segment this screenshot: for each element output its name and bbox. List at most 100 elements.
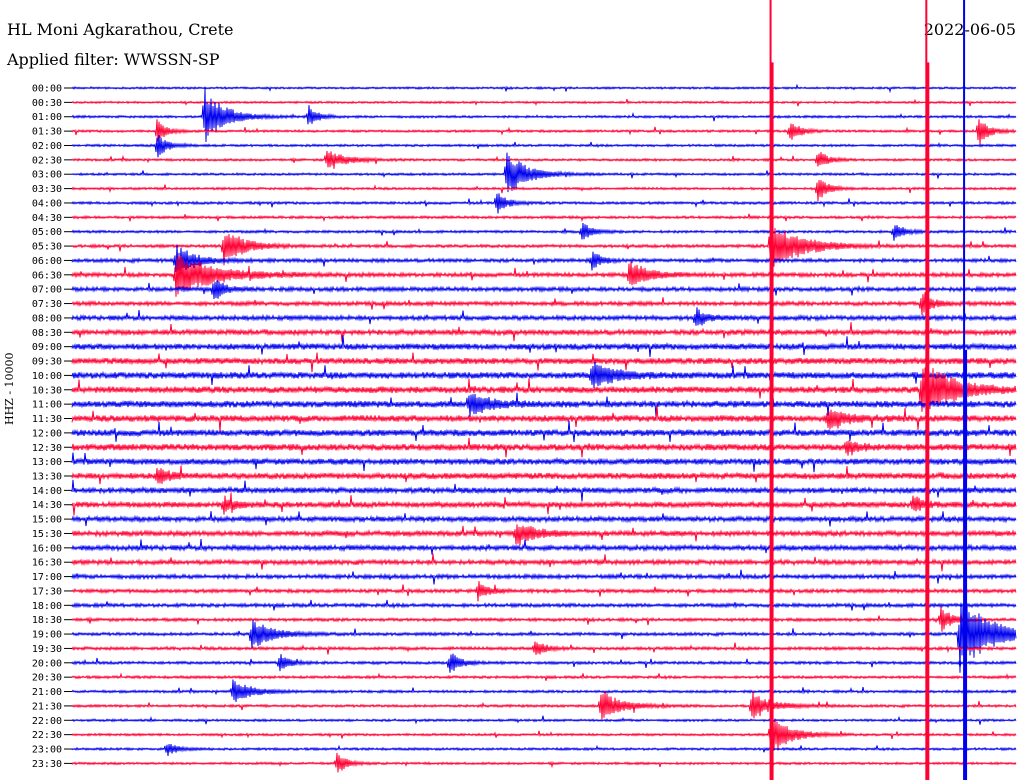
trace-line xyxy=(71,254,1017,297)
time-tick-label: 01:00 xyxy=(32,112,62,123)
time-tick-label: 05:00 xyxy=(32,227,62,238)
trace-line xyxy=(71,135,1017,158)
trace-line xyxy=(71,193,1017,214)
time-tick-label: 15:30 xyxy=(32,529,62,540)
trace-line xyxy=(71,223,1017,267)
time-tick-label: 21:30 xyxy=(32,701,62,712)
station-title: HL Moni Agkarathou, Crete xyxy=(7,20,234,39)
trace-line xyxy=(71,715,1017,725)
trace-line xyxy=(71,83,1017,94)
trace-line xyxy=(71,452,1017,473)
trace-line xyxy=(71,492,1017,516)
time-tick-label: 11:30 xyxy=(32,414,62,425)
trace-line xyxy=(71,672,1017,681)
time-tick-label: 22:00 xyxy=(32,716,62,727)
time-tick-label: 21:00 xyxy=(32,687,62,698)
time-tick-label: 23:30 xyxy=(32,759,62,770)
time-tick-label: 09:30 xyxy=(32,357,62,368)
time-tick-label: 11:00 xyxy=(32,400,62,411)
trace-line xyxy=(71,437,1017,458)
time-tick-label: 17:30 xyxy=(32,586,62,597)
trace-line xyxy=(71,322,1017,342)
time-tick-label: 10:30 xyxy=(32,385,62,396)
time-tick-label: 10:00 xyxy=(32,371,62,382)
trace-line xyxy=(71,222,1017,241)
time-tick-label: 02:00 xyxy=(32,141,62,152)
time-tick-label: 20:00 xyxy=(32,658,62,669)
trace-line xyxy=(71,392,1017,417)
time-tick-label: 03:00 xyxy=(32,170,62,181)
time-tick-label: 05:30 xyxy=(32,242,62,253)
time-tick-label: 20:30 xyxy=(32,673,62,684)
time-tick-label: 18:30 xyxy=(32,615,62,626)
time-tick-label: 15:00 xyxy=(32,515,62,526)
time-tick-label: 00:00 xyxy=(32,84,62,95)
trace-line xyxy=(71,213,1017,223)
trace-line xyxy=(71,352,1017,373)
trace-line xyxy=(71,524,1017,546)
time-tick-label: 22:30 xyxy=(32,730,62,741)
large-event-trace xyxy=(769,0,774,780)
trace-line xyxy=(71,334,1017,358)
time-tick-label: 08:30 xyxy=(32,328,62,339)
time-tick-label: 04:00 xyxy=(32,198,62,209)
time-tick-label: 03:30 xyxy=(32,184,62,195)
filter-label: Applied filter: WWSSN-SP xyxy=(7,50,220,69)
time-tick-label: 14:00 xyxy=(32,486,62,497)
trace-line xyxy=(71,679,1017,703)
trace-line xyxy=(71,361,1017,388)
trace-line xyxy=(71,280,1017,300)
trace-line xyxy=(71,743,1017,757)
trace-line xyxy=(71,553,1017,572)
time-tick-label: 12:30 xyxy=(32,443,62,454)
trace-line xyxy=(71,602,1017,673)
time-tick-label: 14:30 xyxy=(32,500,62,511)
trace-line xyxy=(71,465,1017,485)
time-tick-label: 13:30 xyxy=(32,471,62,482)
time-tick-label: 00:30 xyxy=(32,98,62,109)
trace-line xyxy=(71,606,1017,632)
trace-line xyxy=(71,716,1017,755)
time-tick-label: 01:30 xyxy=(32,127,62,138)
trace-line xyxy=(71,538,1017,555)
trace-line xyxy=(71,307,1017,326)
trace-line xyxy=(71,150,1017,169)
time-tick-label: 18:00 xyxy=(32,601,62,612)
trace-line xyxy=(71,420,1017,443)
trace-line xyxy=(71,569,1017,585)
trace-line xyxy=(71,98,1017,107)
trace-line xyxy=(71,152,1017,193)
trace-line xyxy=(71,119,1017,145)
time-tick-label: 07:30 xyxy=(32,299,62,310)
trace-line xyxy=(71,653,1017,673)
trace-line xyxy=(71,405,1017,432)
trace-line xyxy=(71,292,1017,316)
time-tick-label: 06:00 xyxy=(32,256,62,267)
time-tick-label: 06:30 xyxy=(32,270,62,281)
trace-line xyxy=(71,599,1017,611)
trace-line xyxy=(71,367,1017,412)
trace-line xyxy=(71,511,1017,527)
time-tick-label: 13:00 xyxy=(32,457,62,468)
time-tick-label: 08:00 xyxy=(32,313,62,324)
time-tick-label: 17:00 xyxy=(32,572,62,583)
trace-line xyxy=(71,581,1017,602)
time-tick-label: 16:00 xyxy=(32,543,62,554)
time-tick-label: 02:30 xyxy=(32,155,62,166)
time-tick-label: 19:30 xyxy=(32,644,62,655)
time-tick-label: 19:00 xyxy=(32,630,62,641)
time-tick-label: 16:30 xyxy=(32,558,62,569)
date-label: 2022-06-05 xyxy=(923,20,1016,39)
trace-line xyxy=(71,691,1017,720)
time-tick-label: 12:00 xyxy=(32,428,62,439)
large-event-trace xyxy=(925,0,930,780)
trace-line xyxy=(71,641,1017,655)
trace-line xyxy=(71,88,1017,143)
time-tick-label: 23:00 xyxy=(32,745,62,756)
trace-line xyxy=(71,479,1017,502)
trace-line xyxy=(71,180,1017,202)
time-tick-label: 09:00 xyxy=(32,342,62,353)
large-event-trace xyxy=(963,0,968,780)
